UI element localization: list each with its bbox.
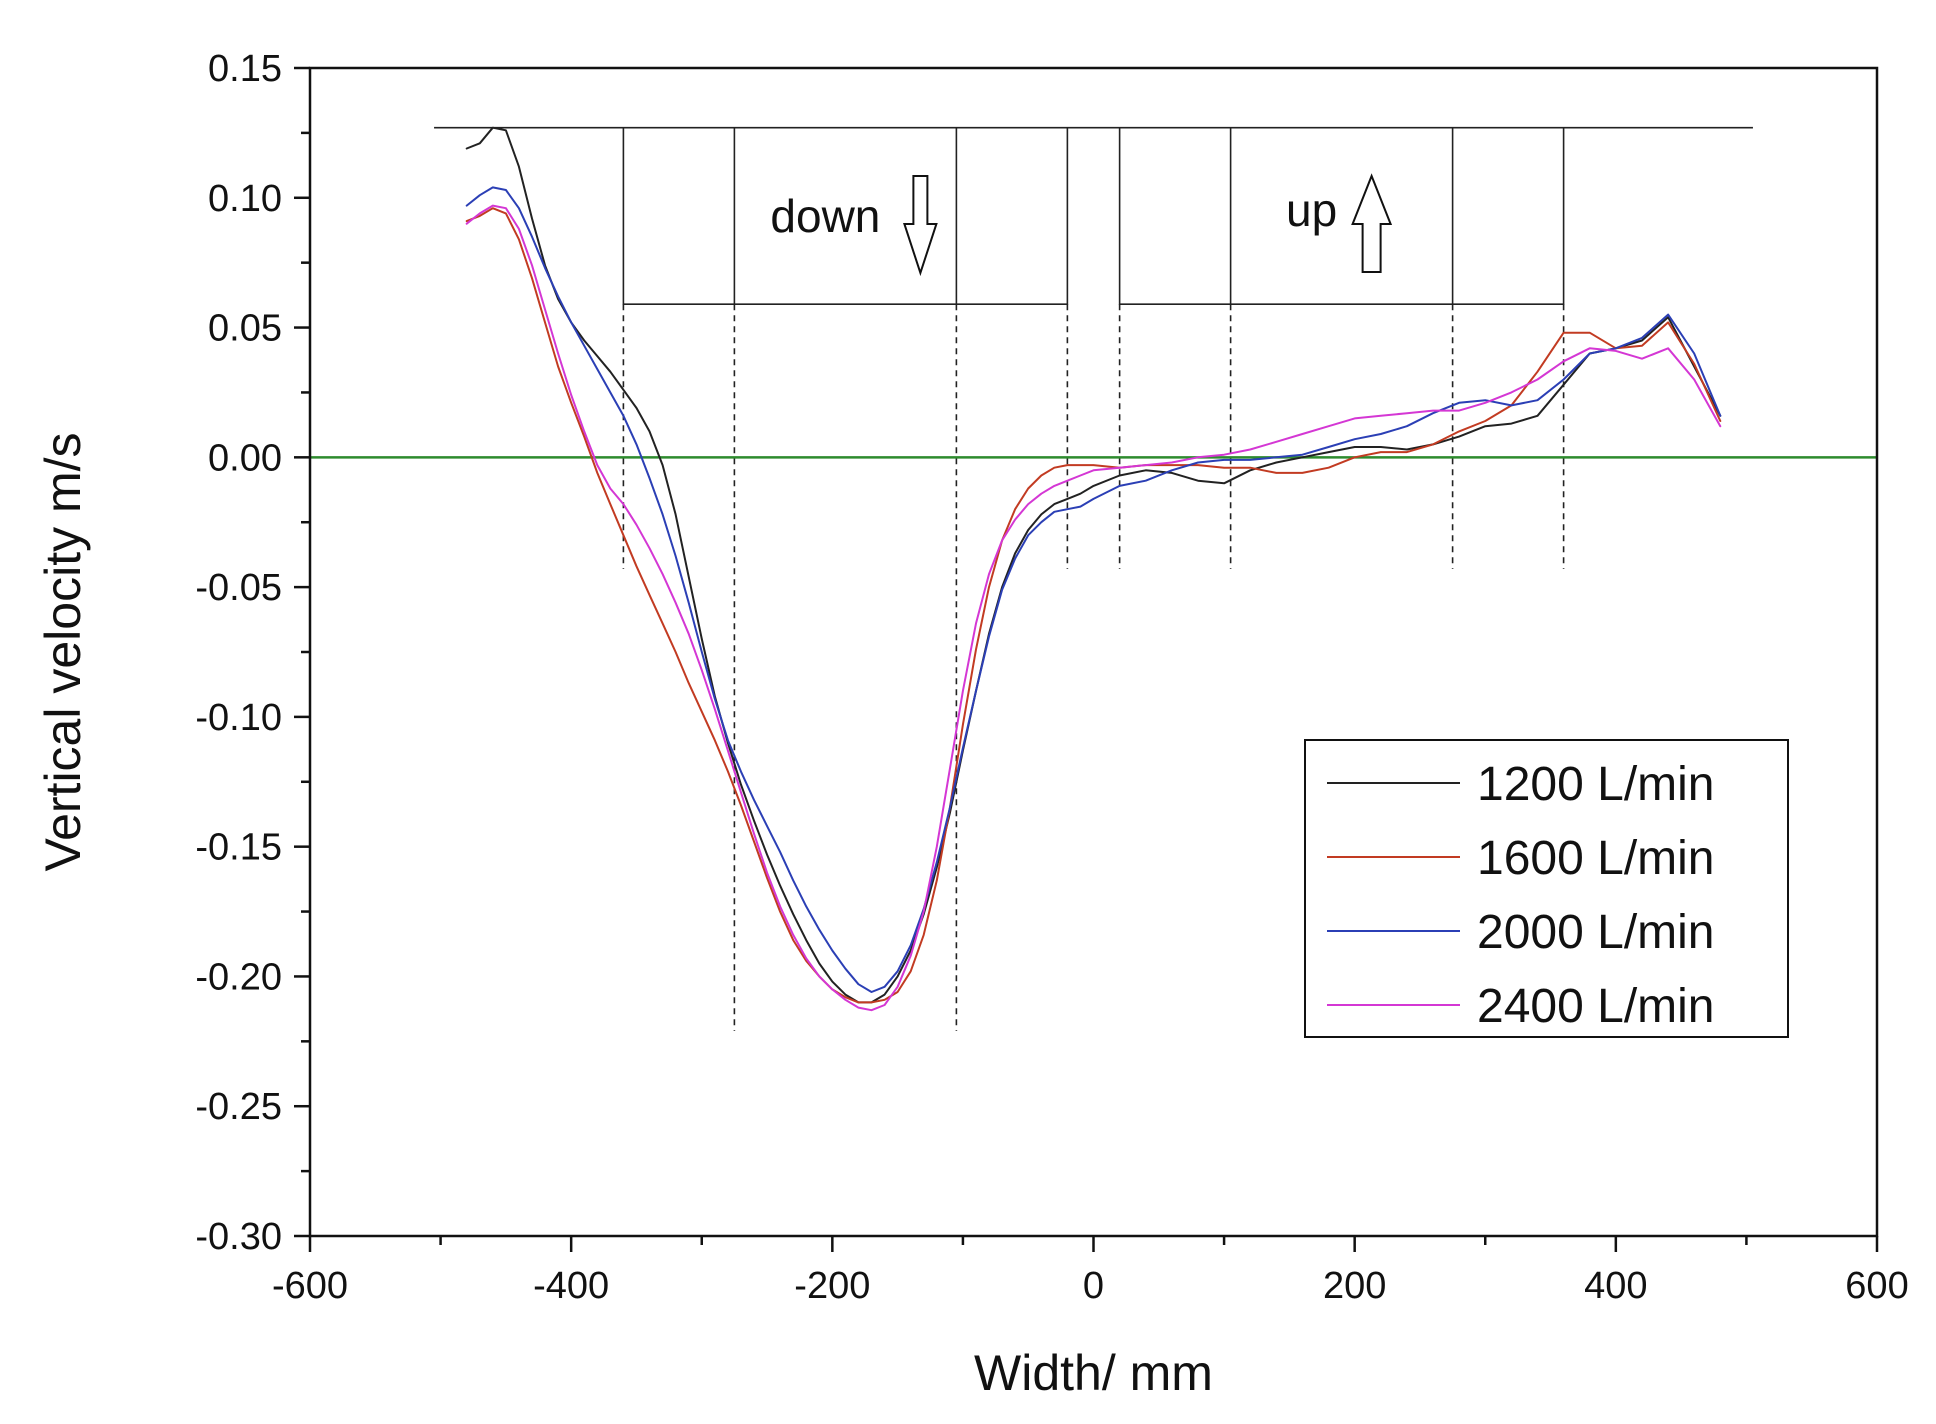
x-tick-label: 400: [1584, 1265, 1647, 1307]
x-tick-label: -600: [272, 1265, 348, 1307]
x-tick-label: 600: [1845, 1265, 1908, 1307]
y-tick-label: 0.15: [208, 48, 282, 90]
y-tick-label: 0.10: [208, 178, 282, 220]
annotation-zone-up: [1118, 127, 1565, 305]
annotation-layer: down up: [434, 126, 1753, 1031]
y-tick-label: -0.30: [195, 1216, 282, 1258]
x-tick-label: 200: [1323, 1265, 1386, 1307]
legend-label: 1600 L/min: [1477, 832, 1715, 885]
y-tick-label: -0.20: [195, 956, 282, 998]
y-axis-title: Vertical velocity m/s: [35, 432, 91, 871]
legend: 1200 L/min 1600 L/min 2000 L/min 2400 L/min: [1304, 739, 1789, 1038]
series-line-2000: [465, 186, 1722, 993]
x-tick-label: 0: [1083, 1265, 1104, 1307]
x-tick-label: -200: [794, 1265, 870, 1307]
annotation-label-up: up: [1286, 184, 1337, 236]
y-tick-label: -0.25: [195, 1086, 282, 1128]
legend-label: 2400 L/min: [1477, 980, 1715, 1033]
y-tick-label: 0.00: [208, 437, 282, 479]
legend-label: 2000 L/min: [1477, 906, 1715, 959]
axes-layer: -600 -400 -200 0 200 400 600 -0.30 -0.25 -0.20 -0.…: [195, 48, 1908, 1307]
y-tick-label: -0.15: [195, 827, 282, 869]
x-tick-label: -400: [533, 1265, 609, 1307]
series-line-2400: [465, 204, 1722, 1012]
plot-frame: [308, 66, 1879, 1238]
y-tick-label: 0.05: [208, 308, 282, 350]
y-tick-label: -0.10: [195, 697, 282, 739]
x-axis-title: Width/ mm: [974, 1345, 1213, 1401]
series-line-1600: [465, 207, 1722, 1004]
annotation-zone-down: [622, 127, 1069, 305]
y-tick-label: -0.05: [195, 567, 282, 609]
up-arrow-icon: [1351, 173, 1393, 273]
annotation-label-down: down: [770, 190, 880, 242]
series-layer: [310, 126, 1877, 1012]
down-arrow-icon: [903, 174, 938, 277]
legend-box: [1304, 739, 1789, 1038]
series-line-1200: [465, 126, 1722, 1004]
legend-label: 1200 L/min: [1477, 758, 1715, 811]
